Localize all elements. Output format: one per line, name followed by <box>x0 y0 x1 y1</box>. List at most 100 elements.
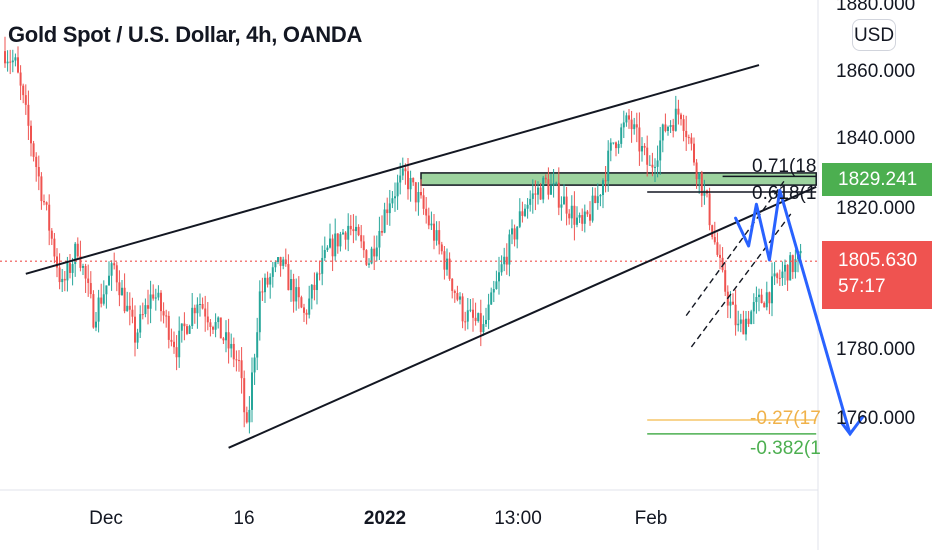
candle-body <box>40 176 43 202</box>
upper-wedge-line <box>25 64 760 275</box>
candle-body <box>498 272 500 282</box>
candle-body <box>412 177 415 183</box>
candle-body <box>547 179 550 195</box>
channel-line-0 <box>685 179 786 317</box>
candle-body <box>435 230 438 241</box>
candle-body <box>763 303 766 308</box>
candle-body <box>596 196 599 204</box>
channel-line-1 <box>690 210 794 348</box>
candle-body <box>791 255 794 273</box>
candle-body <box>394 196 396 199</box>
candle-body <box>240 360 243 379</box>
candle-body <box>656 160 659 167</box>
candle-body <box>586 211 589 215</box>
candle-body <box>321 257 324 274</box>
candle-body <box>154 297 157 299</box>
candle-body <box>529 198 532 205</box>
candle-body <box>422 195 425 209</box>
candle-body <box>534 193 537 195</box>
candle-body <box>479 313 482 333</box>
candle-body <box>581 215 584 224</box>
candle-body <box>755 297 758 303</box>
candle-body <box>420 192 422 196</box>
candle-body <box>141 314 144 316</box>
candle-body <box>659 140 662 161</box>
candle-body <box>742 319 745 335</box>
candle-body <box>147 305 149 309</box>
candle-body <box>648 164 651 166</box>
candle-body <box>622 122 625 128</box>
candle-body <box>160 292 162 312</box>
candle-body <box>674 108 677 131</box>
candle-body <box>222 338 225 341</box>
candle-body <box>357 226 360 236</box>
candle-body <box>739 319 742 324</box>
candle-body <box>711 225 714 238</box>
candle-body <box>708 193 711 226</box>
candle-body <box>258 291 261 333</box>
zone-price-label: 1829.241 <box>822 163 932 196</box>
candle-body <box>765 292 768 308</box>
candle-body <box>544 177 547 180</box>
candle-body <box>303 307 305 313</box>
candle-body <box>180 323 183 331</box>
candle-body <box>323 249 326 258</box>
candle-body <box>217 317 220 323</box>
candle-body <box>778 277 781 279</box>
candle-body <box>516 226 519 240</box>
candle-body <box>472 309 474 318</box>
candle-body <box>383 209 386 233</box>
candle-body <box>175 347 178 358</box>
candle-body <box>661 124 664 141</box>
candle-body <box>542 177 545 200</box>
candle-body <box>583 211 586 224</box>
candle-body <box>693 143 695 163</box>
candle-body <box>230 343 233 349</box>
candle-body <box>17 57 19 73</box>
candle-body <box>716 242 719 255</box>
candle-body <box>336 233 339 247</box>
candle-body <box>105 285 108 295</box>
candle-body <box>654 166 656 168</box>
candle-body <box>225 332 227 341</box>
candle-body <box>672 125 675 131</box>
candle-body <box>789 255 792 281</box>
candle-body <box>344 232 347 240</box>
candle-body <box>417 192 420 203</box>
candle-body <box>243 378 246 413</box>
candle-body <box>76 243 79 257</box>
candle-body <box>758 294 760 298</box>
candle-body <box>253 357 256 373</box>
candle-body <box>737 323 740 326</box>
candle-body <box>308 298 311 315</box>
candle-body <box>271 267 274 277</box>
candle-body <box>9 61 12 63</box>
candle-body <box>165 315 168 317</box>
candle-body <box>32 143 35 157</box>
currency-button[interactable]: USD <box>852 19 896 51</box>
candle-body <box>698 172 701 180</box>
candle-body <box>638 127 641 152</box>
candle-body <box>747 318 750 325</box>
candle-body <box>425 208 428 216</box>
candle-body <box>342 232 344 235</box>
candle-body <box>362 241 365 251</box>
candle-body <box>466 310 469 322</box>
candle-body <box>680 114 682 120</box>
price-tick: 1880.000 <box>836 0 916 15</box>
candle-body <box>690 137 693 144</box>
candle-body <box>651 164 654 168</box>
candle-body <box>209 322 212 327</box>
candle-body <box>630 119 633 130</box>
candle-body <box>682 119 685 131</box>
candle-body <box>300 297 303 308</box>
candle-body <box>524 208 526 216</box>
fib-label-minus-0.382: -0.382(1 <box>750 438 821 459</box>
candle-body <box>459 296 461 300</box>
candle-body <box>245 412 248 423</box>
candle-body <box>149 294 152 309</box>
candle-body <box>448 258 451 279</box>
candle-body <box>521 211 524 216</box>
